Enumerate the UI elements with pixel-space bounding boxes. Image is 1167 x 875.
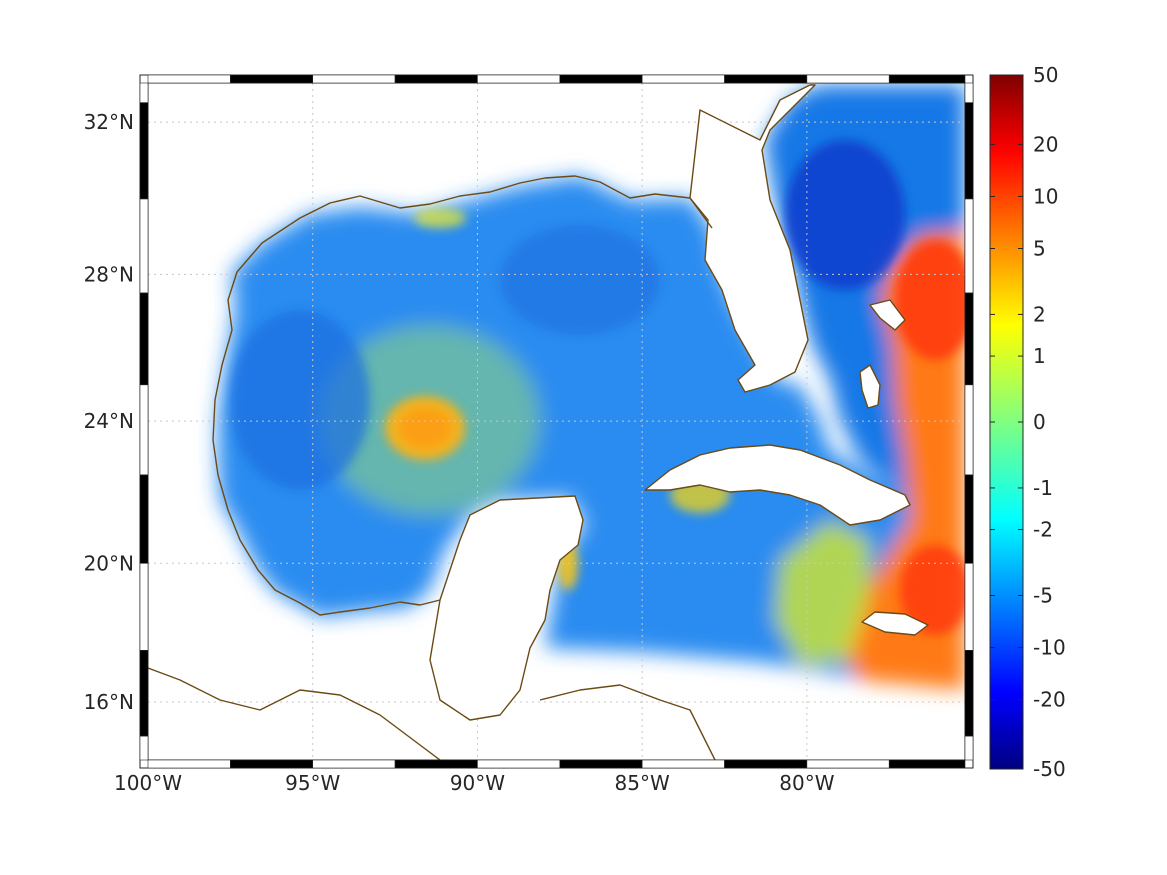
- longitude-label: 90°W: [450, 771, 505, 795]
- frame-segment-left: [140, 650, 148, 736]
- frame-segment-right: [965, 385, 973, 475]
- colorbar-tick-label: -20: [1033, 688, 1066, 712]
- frame-segment-left: [140, 199, 148, 293]
- florida-atlantic-low: [785, 140, 905, 290]
- colorbar-tick-label: -1: [1033, 476, 1053, 500]
- colorbar-tick-label: 2: [1033, 302, 1046, 326]
- colorbar-tick-label: 5: [1033, 237, 1046, 261]
- frame-segment-right: [965, 563, 973, 650]
- longitude-labels: 100°W 95°W 90°W 85°W 80°W: [114, 771, 835, 795]
- frame-segment-left: [140, 563, 148, 650]
- longitude-label: 80°W: [779, 771, 834, 795]
- frame-segment-left: [140, 736, 148, 760]
- latitude-label: 32°N: [84, 110, 134, 134]
- honduras-coast: [540, 685, 715, 760]
- colorbar-tick-label: 1: [1033, 344, 1046, 368]
- frame-segment-right: [965, 83, 973, 103]
- frame-segment-top: [889, 75, 965, 83]
- frame-segment-bottom: [642, 760, 724, 768]
- latitude-label: 28°N: [84, 262, 134, 286]
- frame-segment-bottom: [889, 760, 965, 768]
- frame-segment-right: [965, 199, 973, 293]
- frame-segment-bottom: [477, 760, 559, 768]
- colorbar-tick-label: -2: [1033, 518, 1053, 542]
- central-america-pacific-coast: [148, 668, 440, 760]
- frame-segment-left: [140, 83, 148, 103]
- frame-segment-bottom: [560, 760, 642, 768]
- frame-segment-top: [477, 75, 559, 83]
- longitude-label: 100°W: [114, 771, 182, 795]
- longitude-label: 95°W: [285, 771, 340, 795]
- frame-segment-bottom: [807, 760, 889, 768]
- frame-segment-top: [725, 75, 807, 83]
- latitude-label: 16°N: [84, 690, 134, 714]
- colorbar-tick-label: 0: [1033, 410, 1046, 434]
- frame-segment-bottom: [230, 760, 312, 768]
- frame-segment-bottom: [148, 760, 230, 768]
- frame-segment-left: [140, 103, 148, 199]
- latitude-label: 20°N: [84, 551, 134, 575]
- frame-segment-right: [965, 736, 973, 760]
- frame-segment-top: [642, 75, 724, 83]
- colorbar-tick-label: -50: [1033, 757, 1066, 781]
- colorbar-tick-label: 10: [1033, 184, 1058, 208]
- frame-segment-left: [140, 385, 148, 475]
- latitude-label: 24°N: [84, 409, 134, 433]
- frame-segment-top: [395, 75, 477, 83]
- frame-segment-top: [230, 75, 312, 83]
- loop-current-eddy-core: [399, 408, 451, 448]
- frame-segment-right: [965, 103, 973, 199]
- colorbar-tick-label: 50: [1033, 63, 1058, 87]
- central-gulf-low: [500, 225, 660, 335]
- northern-gulf-warm-spot: [414, 208, 466, 228]
- frame-segment-top: [148, 75, 230, 83]
- frame-segment-bottom: [313, 760, 395, 768]
- bahamas-high: [895, 240, 975, 360]
- latitude-labels: 32°N 28°N 24°N 20°N 16°N: [84, 110, 134, 714]
- frame-segment-top: [807, 75, 889, 83]
- colorbar-tick-label: -10: [1033, 636, 1066, 660]
- longitude-label: 85°W: [615, 771, 670, 795]
- colorbar-tick-label: 20: [1033, 132, 1058, 156]
- frame-segment-bottom: [395, 760, 477, 768]
- frame-segment-right: [965, 650, 973, 736]
- western-gulf-low: [230, 310, 370, 490]
- colorbar-tick-label: -5: [1033, 584, 1053, 608]
- frame-segment-right: [965, 475, 973, 563]
- frame-segment-left: [140, 293, 148, 385]
- frame-segment-top: [313, 75, 395, 83]
- frame-segment-right: [965, 293, 973, 385]
- frame-segment-bottom: [725, 760, 807, 768]
- frame-segment-left: [140, 475, 148, 563]
- frame-segment-top: [560, 75, 642, 83]
